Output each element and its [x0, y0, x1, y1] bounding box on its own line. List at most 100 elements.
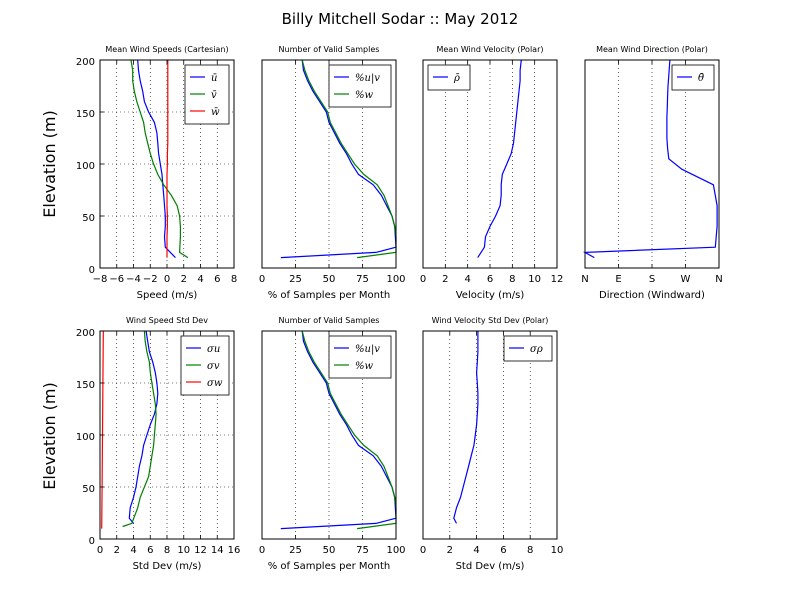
- x-tick-label: 75: [356, 274, 369, 285]
- x-tick-label: 16: [228, 545, 241, 556]
- x-tick-label: 8: [509, 274, 515, 285]
- x-tick-label: 10: [528, 274, 541, 285]
- series-line-3: [101, 330, 104, 529]
- x-tick-label: −8: [93, 274, 108, 285]
- panel-title: Wind Speed Std Dev: [126, 316, 208, 325]
- x-tick-label: 25: [289, 545, 302, 556]
- legend-label: %u|v: [355, 73, 380, 84]
- series-line-2: [301, 330, 397, 530]
- chart-panel-4: N E S W N Mean Wind Direction (Polar) Directio…: [581, 45, 722, 301]
- x-tick-label: −4: [126, 274, 141, 285]
- series-line-1: [477, 59, 522, 258]
- legend-label: %w: [355, 90, 374, 101]
- legend-label: θ̄: [698, 73, 704, 84]
- x-tick-label: 12: [194, 545, 207, 556]
- x-tick-label: 10: [177, 545, 190, 556]
- x-tick-label: 2: [447, 545, 453, 556]
- series-line-1: [137, 59, 176, 259]
- x-tick-label: 100: [386, 274, 405, 285]
- x-tick-label: 2: [114, 545, 120, 556]
- legend-label: ρ̄: [453, 73, 460, 84]
- y-tick-label: 100: [76, 161, 95, 172]
- x-tick-label: 2: [442, 274, 448, 285]
- y-tick-label: 50: [82, 213, 95, 224]
- x-tick-label: 12: [551, 274, 564, 285]
- x-tick-label: −6: [109, 274, 124, 285]
- legend: σρ: [503, 335, 553, 362]
- x-tick-label: 75: [356, 545, 369, 556]
- y-tick-label: 50: [82, 484, 95, 495]
- chart-panel-2: 0 25 50 75 100 Number of Valid Samples % of Sa…: [259, 45, 406, 301]
- x-tick-label: 0: [97, 545, 103, 556]
- x-axis-label: Std Dev (m/s): [456, 561, 525, 572]
- x-tick-label: N: [581, 274, 588, 285]
- x-tick-label: 0: [420, 545, 426, 556]
- x-tick-label: S: [649, 274, 655, 285]
- x-tick-label: 0: [164, 274, 170, 285]
- ylabel-bottom: Elevation (m): [40, 382, 59, 489]
- y-tick-label: 150: [76, 109, 95, 120]
- x-tick-label: 0: [420, 274, 426, 285]
- x-tick-label: 6: [500, 545, 506, 556]
- series-line-1: [453, 331, 479, 524]
- series-line-2: [130, 59, 189, 259]
- x-tick-label: 0: [259, 274, 265, 285]
- x-tick-label: 8: [231, 274, 237, 285]
- legend-label: ū: [211, 73, 217, 84]
- panel-title: Mean Wind Direction (Polar): [596, 45, 708, 54]
- plot-frame: [422, 330, 558, 540]
- x-tick-label: 2: [181, 274, 187, 285]
- x-axis-label: Std Dev (m/s): [133, 561, 202, 572]
- series-line-1: [582, 59, 718, 259]
- legend-box: [328, 64, 392, 108]
- x-tick-label: 8: [527, 545, 533, 556]
- chart-panel-3: 0 2 4 6 8 10 12 Mean Wind Velocity (Polar) Veloc…: [420, 45, 564, 301]
- panel-title: Wind Velocity Std Dev (Polar): [432, 316, 549, 325]
- y-tick-label: 200: [76, 57, 95, 68]
- legend: %u|v %w: [328, 335, 392, 379]
- x-tick-label: E: [615, 274, 621, 285]
- legend-label: %w: [355, 361, 374, 372]
- y-tick-label: 0: [89, 265, 95, 276]
- series-line-1: [128, 330, 159, 524]
- panel-title: Mean Wind Velocity (Polar): [436, 45, 543, 54]
- legend: %u|v %w: [328, 64, 392, 108]
- legend-label: σw: [207, 378, 223, 389]
- x-tick-label: 4: [197, 274, 203, 285]
- ylabel-top: Elevation (m): [40, 110, 59, 217]
- x-tick-label: 4: [464, 274, 470, 285]
- x-axis-label: Speed (m/s): [137, 290, 198, 301]
- figure-title: Billy Mitchell Sodar :: May 2012: [282, 10, 519, 28]
- legend-label: w̄: [211, 107, 220, 118]
- x-tick-label: N: [715, 274, 722, 285]
- series-line-3: [166, 60, 169, 258]
- x-tick-label: 0: [259, 545, 265, 556]
- legend: σu σv σw: [180, 335, 230, 396]
- y-tick-label: 150: [76, 380, 95, 391]
- x-tick-label: 6: [487, 274, 493, 285]
- legend-label: v̄: [211, 90, 217, 101]
- x-tick-label: 8: [164, 545, 170, 556]
- legend-label: σu: [207, 344, 220, 355]
- x-tick-label: 6: [214, 274, 220, 285]
- x-tick-label: W: [681, 274, 691, 285]
- legend: ū v̄ w̄: [184, 64, 230, 125]
- x-tick-label: 4: [473, 545, 479, 556]
- x-axis-label: % of Samples per Month: [268, 561, 391, 572]
- series-line-2: [301, 59, 397, 259]
- legend: ρ̄: [427, 64, 471, 91]
- x-tick-label: 100: [386, 545, 405, 556]
- x-tick-label: 50: [323, 545, 336, 556]
- legend-box: [328, 335, 392, 379]
- x-axis-label: % of Samples per Month: [268, 290, 391, 301]
- y-tick-label: 200: [76, 328, 95, 339]
- x-axis-label: Velocity (m/s): [456, 290, 525, 301]
- y-tick-label: 0: [89, 536, 95, 547]
- panel-title: Mean Wind Speeds (Cartesian): [105, 45, 228, 54]
- panel-title: Number of Valid Samples: [279, 316, 380, 325]
- panel-title: Number of Valid Samples: [279, 45, 380, 54]
